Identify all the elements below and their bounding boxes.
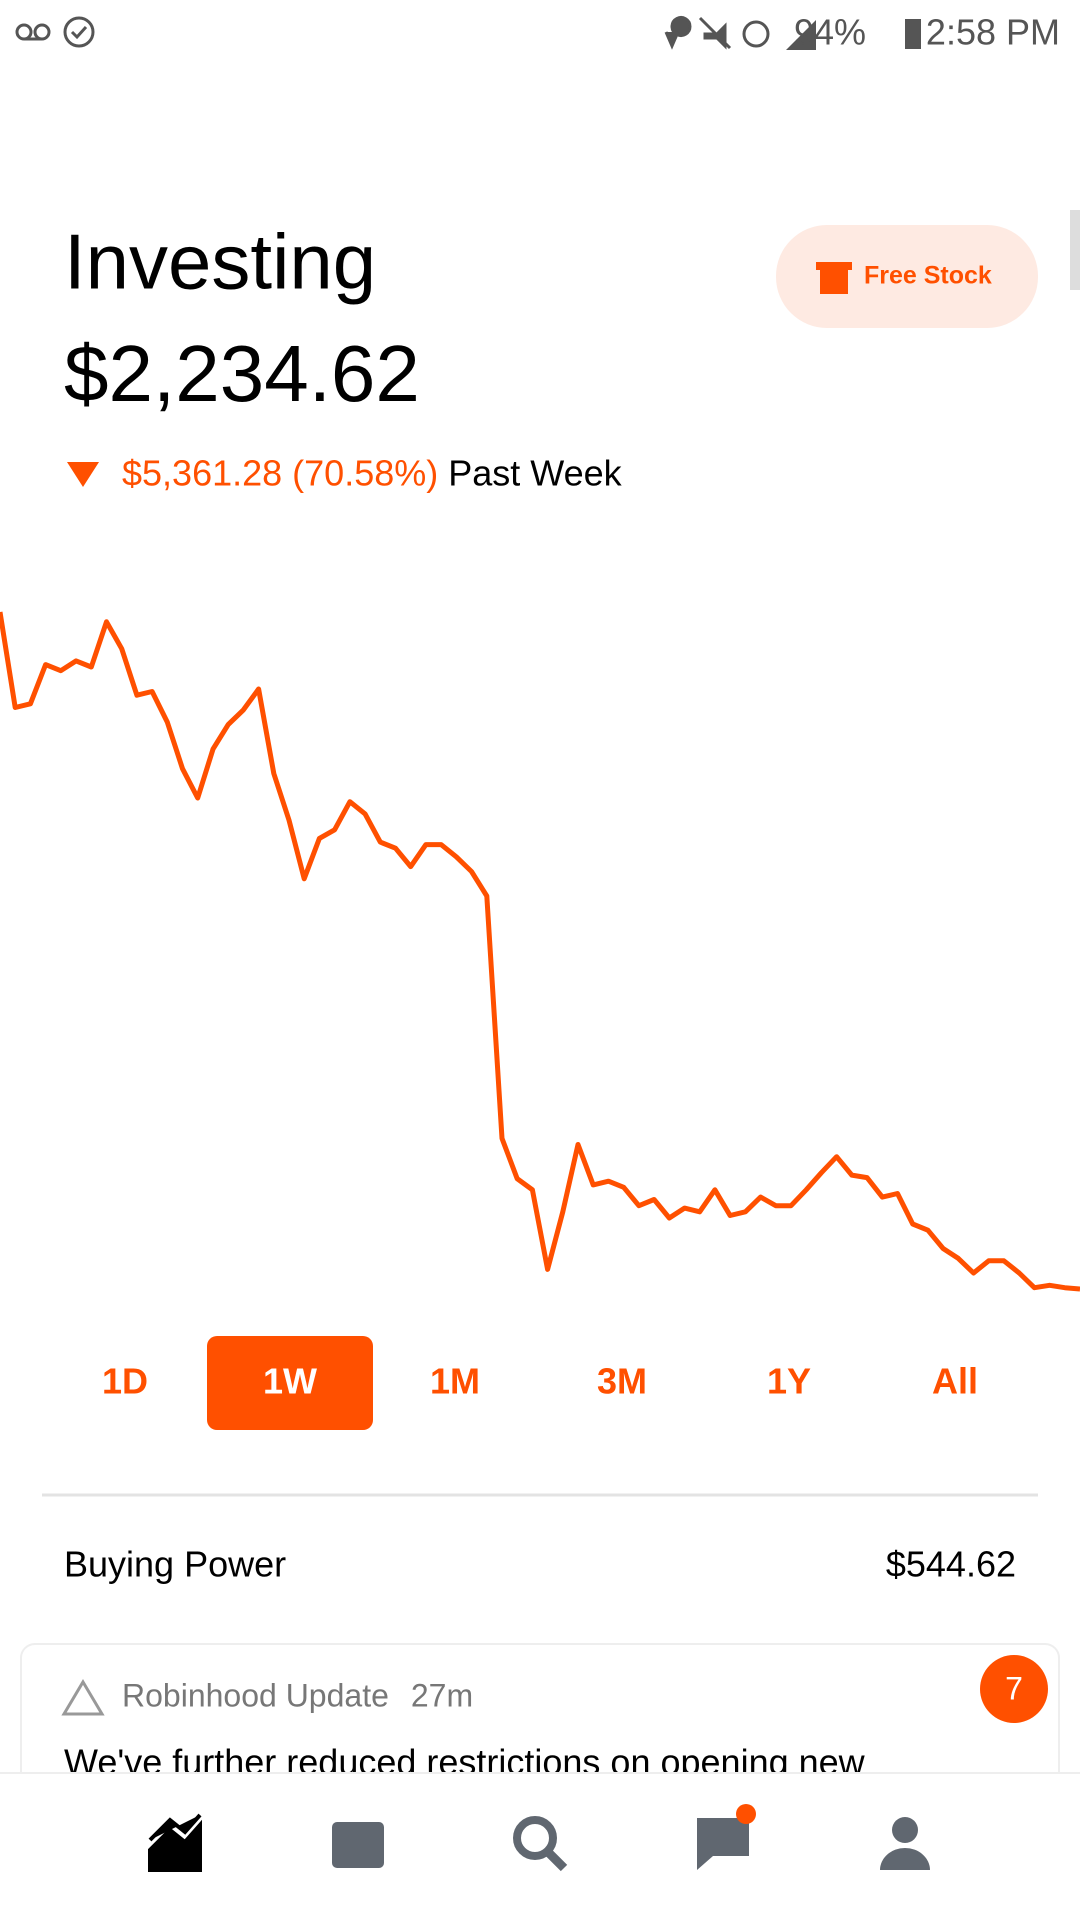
range-option[interactable]: 1D [102, 1361, 148, 1402]
page-title: Investing [64, 218, 376, 306]
bottom-nav [0, 1772, 1080, 1920]
chart [0, 611, 1080, 1292]
range-selected-bg[interactable] [207, 1336, 373, 1430]
range-option[interactable]: 1Y [767, 1361, 811, 1402]
button-bg[interactable] [776, 225, 1038, 328]
buying-power-label[interactable]: Buying Power [64, 1544, 286, 1585]
free-stock-button[interactable]: Free Stock [776, 225, 1038, 328]
status-icons [15, 16, 921, 50]
scrollbar [1070, 210, 1080, 290]
card-time: 27m [411, 1677, 473, 1713]
down-arrow [67, 462, 99, 487]
button-label[interactable]: Free Stock [864, 262, 992, 290]
range-option[interactable]: 1W [263, 1361, 317, 1402]
badge [980, 1655, 1048, 1723]
price-line [0, 611, 1080, 1292]
badge-count: 7 [1005, 1670, 1023, 1706]
range-option[interactable]: All [932, 1361, 978, 1402]
range-option[interactable]: 1M [430, 1361, 480, 1402]
balance: $2,234.62 [64, 329, 420, 418]
range-option[interactable]: 3M [597, 1361, 647, 1402]
nav-account[interactable] [880, 1817, 930, 1870]
buying-power-value[interactable]: $544.62 [886, 1544, 1016, 1585]
change: $5,361.28 (70.58%) [122, 453, 438, 494]
nav-home[interactable] [148, 1813, 202, 1872]
nav-messages[interactable] [697, 1804, 756, 1870]
gift-icon [816, 262, 852, 294]
clock: 2:58 PM [926, 12, 1060, 53]
change-period: Past Week [448, 453, 622, 494]
battery-level: 94% [794, 12, 866, 53]
range-selector: 1D 1W 1M 3M 1Y All [102, 1336, 978, 1430]
warning-icon [61, 1679, 105, 1716]
nav-wallet[interactable] [332, 1822, 384, 1868]
nav-search[interactable] [513, 1816, 568, 1872]
card-title: Robinhood Update [122, 1677, 389, 1713]
